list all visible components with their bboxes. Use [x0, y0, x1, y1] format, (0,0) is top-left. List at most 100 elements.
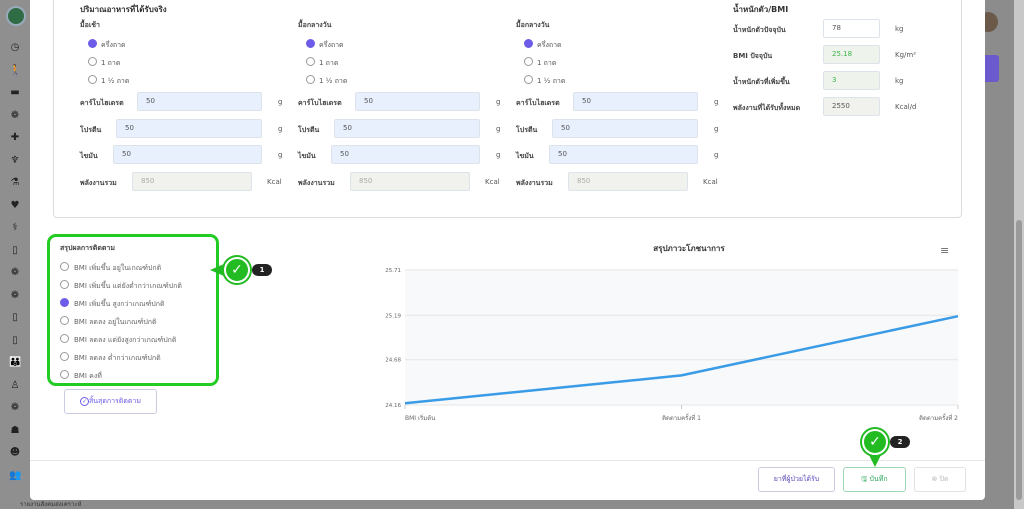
- gram-unit: g: [714, 98, 719, 106]
- fat-input[interactable]: 50: [549, 145, 698, 164]
- portion-label: 1 ½ ถาด: [537, 77, 566, 85]
- y-tick-label: 24.16: [385, 403, 401, 409]
- summary-radio[interactable]: [60, 352, 69, 361]
- portion-radio[interactable]: [306, 57, 315, 66]
- gram-unit: g: [278, 98, 283, 106]
- save-icon: 🖫: [861, 475, 870, 483]
- gram-unit: g: [278, 151, 283, 159]
- bed-icon[interactable]: ▬: [10, 87, 20, 98]
- protein-label: โปรตีน: [516, 126, 538, 134]
- sidebar-footer-text[interactable]: รายงานสังคมสงเคราะห์: [20, 501, 82, 508]
- energy-label: พลังงานรวม: [298, 179, 335, 187]
- phone-icon[interactable]: ▯: [12, 244, 18, 256]
- carb-input[interactable]: 50: [573, 92, 698, 111]
- head-icon[interactable]: ☻: [9, 447, 21, 458]
- sidebar: ◷ 🚶 ▬ ❁ ✚ ♆ ⚗ ♥ ⚕ ▯ ❁ ❁ ▯ ▯ 👪 ♙ ❁ ☗ ☻ 👥 รายงานสังคมสงเคราะห…: [0, 0, 82, 509]
- annotation-pointer: [869, 455, 881, 467]
- stethoscope-icon[interactable]: ⚕: [12, 222, 18, 233]
- energy-input: 850: [350, 172, 470, 191]
- summary-option-label: BMI ลดลง แต่ยังสูงกว่าเกณฑ์ปกติ: [74, 336, 177, 344]
- meal-title: มื้อกลางวัน: [298, 21, 332, 29]
- fat-input[interactable]: 50: [113, 145, 262, 164]
- x-tick-label: ติดตามครั้งที่ 2: [919, 412, 958, 422]
- bmi-row-label: BMI ปัจจุบัน: [733, 52, 773, 60]
- fat-label: ไขมัน: [80, 152, 98, 160]
- bmi-row-label: น้ำหนักตัวปัจจุบัน: [733, 26, 786, 34]
- tooth-icon[interactable]: ♆: [10, 154, 20, 166]
- fat-label: ไขมัน: [298, 152, 316, 160]
- care-hands-icon[interactable]: ❁: [10, 289, 20, 301]
- portion-radio[interactable]: [88, 57, 97, 66]
- heart-pulse-icon[interactable]: ♥: [10, 199, 20, 211]
- summary-radio[interactable]: [60, 262, 69, 271]
- portion-radio[interactable]: [524, 39, 533, 48]
- protein-input[interactable]: 50: [334, 119, 480, 138]
- portion-label: ครึ่งถาด: [537, 41, 562, 49]
- chart-menu-icon[interactable]: ≡: [940, 244, 950, 257]
- gram-unit: g: [714, 151, 719, 159]
- annotation-highlight-box: [47, 234, 219, 386]
- scrollbar[interactable]: [1014, 0, 1024, 509]
- annotation-pointer: [210, 264, 224, 276]
- end-follow-up-button[interactable]: ✓ สิ้นสุดการติดตาม: [64, 389, 157, 414]
- care-hands-icon[interactable]: ❁: [10, 267, 20, 278]
- carb-input[interactable]: 50: [355, 92, 480, 111]
- close-button[interactable]: ⊗ ปิด: [914, 467, 966, 492]
- summary-radio[interactable]: [60, 370, 69, 379]
- doctor-icon[interactable]: ☗: [10, 424, 20, 436]
- meal-title: มื้อกลางวัน: [516, 21, 550, 29]
- walk-icon[interactable]: 🚶: [9, 64, 22, 76]
- energy-label: พลังงานรวม: [80, 179, 117, 187]
- bmi-row-value: 2550: [823, 97, 880, 116]
- summary-option-label: BMI เพิ่มขึ้น แต่ยังต่ำกว่าเกณฑ์ปกติ: [74, 282, 182, 290]
- portion-radio[interactable]: [88, 75, 97, 84]
- bmi-line-chart: สรุปภาวะโภชนาการ 24.16 24.68 25.19 25.71 BMI …: [385, 243, 959, 422]
- protein-input[interactable]: 50: [116, 119, 262, 138]
- people-icon[interactable]: 👥: [9, 469, 22, 481]
- bmi-row-label: น้ำหนักตัวที่เพิ่มขึ้น: [733, 78, 790, 86]
- annotation-check-icon-2: ✓: [862, 429, 888, 455]
- app-logo[interactable]: [6, 6, 26, 26]
- portion-label: ครึ่งถาด: [101, 41, 126, 49]
- chart-title: สรุปภาวะโภชนาการ: [653, 243, 725, 254]
- bmi-row-value[interactable]: 78: [823, 19, 880, 38]
- summary-option-label: BMI เพิ่มขึ้น อยู่ในเกณฑ์ปกติ: [74, 264, 162, 272]
- y-tick-label: 25.19: [385, 313, 401, 319]
- close-circle-icon: ⊗: [931, 475, 940, 483]
- summary-radio[interactable]: [60, 334, 69, 343]
- phone-icon[interactable]: ▯: [12, 334, 18, 346]
- microscope-icon[interactable]: ⚗: [10, 177, 20, 188]
- portion-radio[interactable]: [524, 75, 533, 84]
- meal-title: มื้อเช้า: [80, 21, 100, 29]
- portion-radio[interactable]: [524, 57, 533, 66]
- gram-unit: g: [278, 125, 283, 133]
- summary-radio[interactable]: [60, 280, 69, 289]
- carb-input[interactable]: 50: [137, 92, 262, 111]
- summary-radio[interactable]: [60, 316, 69, 325]
- person-icon[interactable]: ♙: [10, 379, 20, 391]
- portion-radio[interactable]: [88, 39, 97, 48]
- summary-radio[interactable]: [60, 298, 69, 307]
- family-icon[interactable]: 👪: [9, 357, 22, 368]
- fat-label: ไขมัน: [516, 152, 534, 160]
- portion-radio[interactable]: [306, 39, 315, 48]
- fat-input[interactable]: 50: [331, 145, 480, 164]
- summary-option-label: BMI คงที่: [74, 372, 102, 380]
- summary-title: สรุปผลการติดตาม: [60, 244, 115, 252]
- portion-radio[interactable]: [306, 75, 315, 84]
- annotation-check-icon-1: ✓: [224, 257, 250, 283]
- portion-label: 1 ถาด: [101, 59, 121, 67]
- protein-input[interactable]: 50: [552, 119, 698, 138]
- care-hands-icon[interactable]: ❁: [10, 402, 20, 413]
- y-tick-label: 25.71: [385, 268, 401, 274]
- cross-icon[interactable]: ✚: [10, 132, 20, 143]
- energy-input: 850: [568, 172, 688, 191]
- clock-icon[interactable]: ◷: [10, 42, 20, 53]
- care-hands-icon[interactable]: ❁: [10, 109, 20, 121]
- phone-icon[interactable]: ▯: [12, 312, 18, 323]
- bmi-row-unit: Kg/m²: [895, 51, 917, 59]
- patient-medication-button[interactable]: ยาที่ผู้ป่วยได้รับ: [758, 467, 835, 492]
- save-button[interactable]: 🖫 บันทึก: [843, 467, 906, 492]
- protein-label: โปรตีน: [298, 126, 320, 134]
- bmi-row-unit: kg: [895, 77, 904, 85]
